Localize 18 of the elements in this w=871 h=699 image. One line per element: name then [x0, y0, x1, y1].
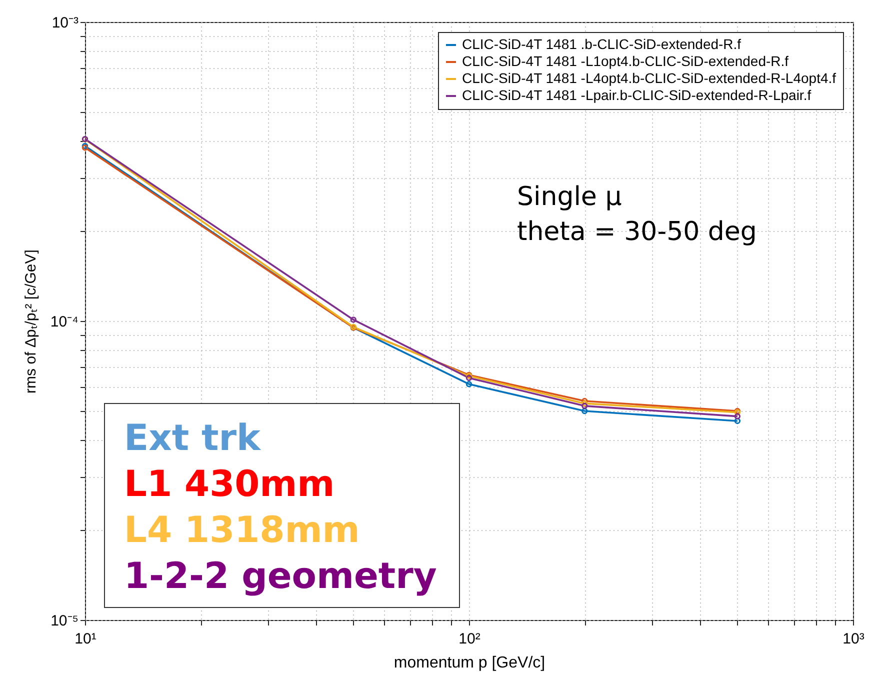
annotation: Single μ [517, 182, 622, 212]
x-axis-title: momentum p [GeV/c] [394, 654, 546, 672]
x-tick-label: 10¹ [74, 630, 96, 648]
legend-label: CLIC-SiD-4T 1481 -L1opt4.b-CLIC-SiD-extended-R.f [462, 53, 789, 69]
y-tick-label: 10⁻⁵ [50, 612, 78, 630]
annotation: 1-2-2 geometry [124, 556, 437, 597]
x-tick-label: 10³ [842, 630, 864, 648]
legend-label: CLIC-SiD-4T 1481 .b-CLIC-SiD-extended-R.f [462, 36, 742, 52]
legend-label: CLIC-SiD-4T 1481 -L4opt4.b-CLIC-SiD-extended-R-L4opt4.f [462, 70, 836, 86]
legend-label: CLIC-SiD-4T 1481 -Lpair.b-CLIC-SiD-extended-R-Lpair.f [462, 87, 812, 103]
y-tick-label: 10⁻⁴ [50, 314, 78, 330]
y-axis-title: rms of Δpₜ/pₜ² [c/GeV] [22, 250, 40, 394]
y-tick-label: 10⁻³ [52, 14, 78, 32]
annotation: L1 430mm [124, 464, 335, 505]
x-tick-label: 10² [458, 630, 480, 648]
annotation: theta = 30-50 deg [517, 217, 757, 247]
annotation: Ext trk [124, 418, 260, 459]
annotation: L4 1318mm [124, 510, 360, 551]
